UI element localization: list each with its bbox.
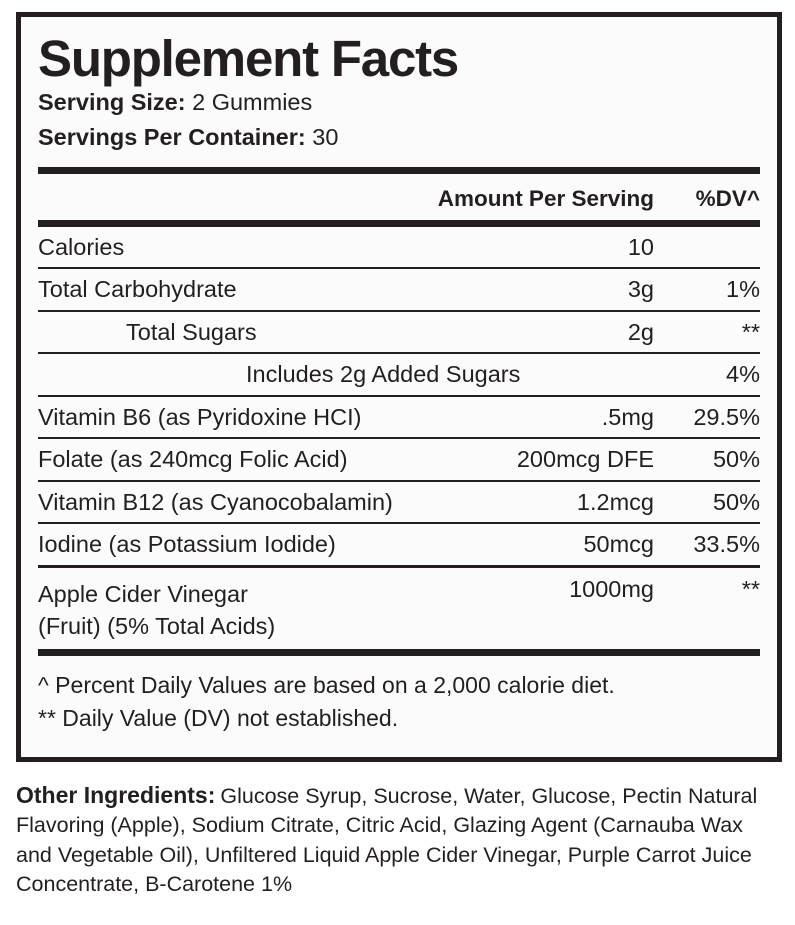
table-row: Vitamin B6 (as Pyridoxine HCI) .5mg 29.5% [38, 397, 760, 438]
row-name: Folate (as 240mcg Folic Acid) [38, 446, 348, 473]
table-row: Includes 2g Added Sugars 4% [38, 354, 760, 395]
servings-per-container-line: Servings Per Container: 30 [38, 121, 760, 154]
row-name: Iodine (as Potassium Iodide) [38, 531, 336, 558]
row-amount: 10 [627, 233, 654, 260]
row-name: Calories [38, 233, 125, 260]
divider-above-footnotes [38, 649, 760, 657]
column-header-dv: %DV^ [695, 185, 760, 211]
row-dv: 1% [726, 276, 760, 303]
servings-per-container-label: Servings Per Container: [38, 124, 306, 151]
row-dv: 4% [726, 361, 760, 388]
serving-size-value: 2 Gummies [192, 89, 313, 115]
divider-under-serving-info [38, 166, 760, 174]
row-dv: 50% [712, 446, 760, 473]
row-name: Total Carbohydrate [38, 276, 237, 303]
footnotes-block: ^ Percent Daily Values are based on a 2,… [38, 656, 760, 736]
row-divider [38, 437, 760, 440]
row-divider [38, 479, 760, 482]
footnote-dv-not-established: ** Daily Value (DV) not established. [38, 705, 399, 732]
table-row: Total Carbohydrate 3g 1% [38, 269, 760, 310]
row-divider [38, 352, 760, 355]
table-row: Total Sugars 2g ** [38, 312, 760, 353]
row-name: Vitamin B12 (as Cyanocobalamin) [38, 488, 393, 515]
row-divider [38, 267, 760, 270]
footnote-daily-values: ^ Percent Daily Values are based on a 2,… [38, 672, 615, 699]
row-name: Includes 2g Added Sugars [246, 361, 521, 388]
row-amount: 3g [627, 276, 654, 303]
other-ingredients-label: Other Ingredients: [16, 782, 216, 808]
row-dv-apple-cider-vinegar: ** [741, 575, 760, 602]
column-header-row: Amount Per Serving %DV^ [38, 174, 760, 220]
row-dv: 33.5% [693, 531, 760, 558]
supplement-facts-inner: Supplement Facts Serving Size: 2 Gummies… [21, 17, 777, 757]
panel-title: Supplement Facts [38, 30, 459, 87]
table-row: Iodine (as Potassium Iodide) 50mcg 33.5% [38, 524, 760, 565]
row-divider [38, 394, 760, 397]
serving-size-label: Serving Size: [38, 89, 186, 115]
acv-name-line-1: Apple Cider Vinegar [38, 580, 248, 607]
divider-under-column-headers [38, 219, 760, 227]
row-amount: 50mcg [583, 531, 654, 558]
row-amount: .5mg [601, 403, 654, 430]
table-row: Vitamin B12 (as Cyanocobalamin) 1.2mcg 50% [38, 482, 760, 523]
row-name: Total Sugars [126, 318, 257, 345]
row-name-apple-cider-vinegar: Apple Cider Vinegar (Fruit) (5% Total Ac… [38, 578, 569, 642]
other-ingredients-block: Other Ingredients: Glucose Syrup, Sucrose… [16, 780, 784, 899]
row-name: Vitamin B6 (as Pyridoxine HCI) [38, 403, 362, 430]
row-dv: 50% [712, 488, 760, 515]
supplement-facts-panel: Supplement Facts Serving Size: 2 Gummies… [16, 12, 782, 762]
row-divider [38, 522, 760, 525]
acv-name-line-2: (Fruit) (5% Total Acids) [38, 612, 276, 639]
table-row: Folate (as 240mcg Folic Acid) 200mcg DFE 5… [38, 439, 760, 480]
row-dv: ** [741, 318, 760, 345]
divider-above-acv-row [38, 564, 760, 568]
row-amount: 1.2mcg [576, 488, 654, 515]
table-row-apple-cider-vinegar: Apple Cider Vinegar (Fruit) (5% Total Ac… [38, 568, 760, 649]
row-dv: 29.5% [693, 403, 760, 430]
column-header-amount: Amount Per Serving [437, 185, 654, 211]
row-amount: 2g [627, 318, 654, 345]
row-amount-apple-cider-vinegar: 1000mg [569, 575, 654, 602]
table-row: Calories 10 [38, 227, 760, 268]
row-divider [38, 309, 760, 312]
spacer-above-title-rule [38, 155, 760, 167]
row-amount: 200mcg DFE [516, 446, 654, 473]
servings-per-container-value: 30 [312, 124, 339, 151]
serving-size-line: Serving Size: 2 Gummies [38, 86, 760, 119]
nutrient-rows: Calories 10 Total Carbohydrate 3g 1% Total Su… [38, 227, 760, 565]
other-ingredients-text: Glucose Syrup, Sucrose, Water, Glucose, … [16, 784, 758, 896]
